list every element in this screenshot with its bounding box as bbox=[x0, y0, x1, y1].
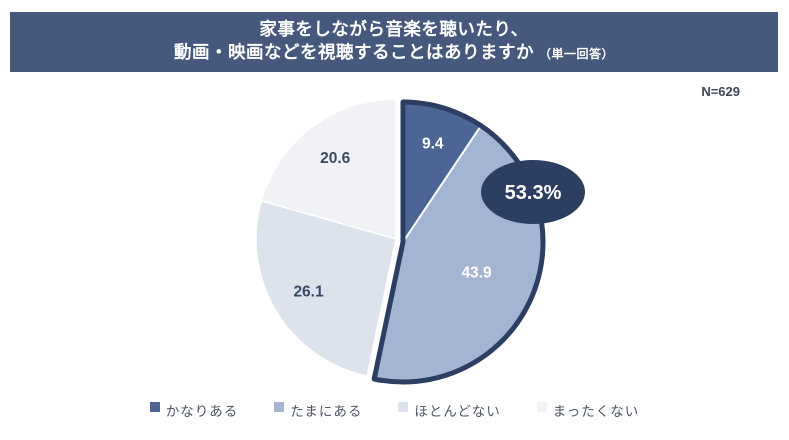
legend-label: かなりある bbox=[165, 404, 239, 419]
highlight-divider-line bbox=[402, 125, 482, 243]
slice-value-label-0: 9.4 bbox=[422, 136, 444, 153]
chart-title-bar: 家事をしながら音楽を聴いたり、 動画・映画などを視聴することはありますか （単一回… bbox=[10, 12, 778, 72]
title-line-2-main: 動画・映画などを視聴することはありますか bbox=[173, 42, 534, 62]
legend-label: ほとんどない bbox=[414, 404, 501, 419]
legend-swatch-tama-ni-aru bbox=[274, 402, 285, 412]
title-line-1: 家事をしながら音楽を聴いたり、 bbox=[259, 19, 529, 39]
legend-item-tama-ni-aru: たまにある bbox=[274, 400, 362, 420]
callout-bubble bbox=[481, 160, 585, 224]
title-line-2-suffix: （単一回答） bbox=[538, 47, 614, 61]
legend-item-hotondo-nai: ほとんどない bbox=[398, 400, 500, 420]
sample-size-label: N=629 bbox=[701, 84, 740, 99]
pie-slice-0 bbox=[403, 102, 481, 242]
legend-swatch-kanari-aru bbox=[149, 402, 160, 412]
slice-value-label-3: 20.6 bbox=[320, 150, 351, 167]
chart-legend: かなりある たまにある ほとんどない まったくない bbox=[0, 400, 789, 420]
legend-label: まったくない bbox=[552, 404, 640, 419]
title-line-2: 動画・映画などを視聴することはありますか （単一回答） bbox=[174, 41, 614, 66]
legend-label: たまにある bbox=[290, 404, 363, 419]
pie-slice-2 bbox=[255, 199, 397, 377]
highlight-outline bbox=[371, 99, 546, 385]
slice-value-label-2: 26.1 bbox=[293, 283, 324, 300]
legend-swatch-mattaku-nai bbox=[536, 402, 547, 412]
legend-item-kanari-aru: かなりある bbox=[149, 400, 239, 420]
slice-value-label-1: 43.9 bbox=[461, 265, 492, 282]
legend-swatch-hotondo-nai bbox=[398, 402, 409, 412]
pie-slice-3 bbox=[260, 98, 397, 240]
legend-item-mattaku-nai: まったくない bbox=[536, 400, 640, 420]
callout-text: 53.3% bbox=[505, 182, 562, 204]
